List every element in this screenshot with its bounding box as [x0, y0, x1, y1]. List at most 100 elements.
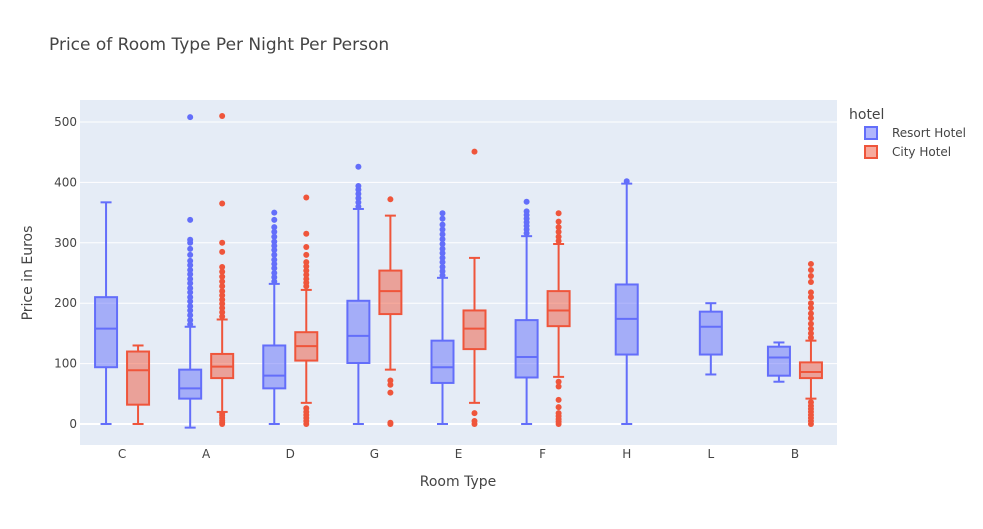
outlier-point	[187, 298, 194, 305]
legend-title: hotel	[849, 107, 884, 123]
outlier-point	[271, 256, 278, 263]
outlier-point	[271, 238, 278, 245]
outlier-point	[439, 221, 446, 228]
plot-area	[80, 100, 837, 445]
x-tick-label-L: L	[707, 447, 714, 461]
outlier-point	[219, 309, 226, 316]
outlier-point	[219, 273, 226, 280]
outlier-point	[807, 260, 814, 267]
legend-swatch	[864, 126, 878, 140]
outlier-point	[355, 203, 362, 210]
outlier-point	[555, 224, 562, 231]
outlier-point	[387, 377, 394, 384]
outlier-point	[303, 267, 310, 274]
outlier-point	[271, 260, 278, 267]
outlier-point	[187, 312, 194, 319]
outlier-point	[355, 195, 362, 202]
outlier-point	[187, 216, 194, 223]
outlier-point	[387, 389, 394, 396]
outlier-point	[303, 259, 310, 266]
outlier-point	[219, 300, 226, 307]
outlier-point	[807, 320, 814, 327]
iqr-box	[126, 350, 151, 406]
iqr-box	[178, 368, 203, 400]
outlier-point	[555, 383, 562, 390]
outlier-point	[807, 325, 814, 332]
box-city-hotel-C	[126, 344, 151, 425]
iqr-box	[798, 361, 823, 380]
outlier-point	[471, 410, 478, 417]
y-tick-label: 300	[54, 236, 77, 250]
outlier-point	[271, 251, 278, 258]
outlier-point	[555, 396, 562, 403]
box-resort-hotel-D	[262, 282, 287, 425]
outlier-point	[355, 190, 362, 197]
boxes	[94, 182, 823, 429]
y-axis-ticks: 0 100 200 300 400 500	[54, 115, 77, 431]
outlier-point	[271, 233, 278, 240]
outlier-point	[555, 210, 562, 217]
box-resort-hotel-A	[178, 325, 203, 429]
outlier-point	[555, 410, 562, 417]
outlier-point	[807, 273, 814, 280]
outlier-point	[219, 268, 226, 275]
outlier-point	[623, 178, 630, 185]
iqr-box	[698, 310, 723, 356]
y-axis-label: Price in Euros	[20, 226, 36, 321]
y-tick-label: 100	[54, 357, 77, 371]
box-city-hotel-G	[378, 214, 403, 371]
box-resort-hotel-E	[430, 276, 455, 425]
outlier-point	[355, 163, 362, 170]
outlier-point	[807, 310, 814, 317]
outlier-point	[387, 196, 394, 203]
box-city-hotel-B	[798, 339, 823, 400]
outlier-point	[471, 417, 478, 424]
outlier-point	[187, 245, 194, 252]
iqr-box	[346, 299, 371, 364]
outlier-point	[439, 210, 446, 217]
outlier-point	[807, 289, 814, 296]
outlier-point	[555, 228, 562, 235]
y-tick-label: 500	[54, 115, 77, 129]
outlier-point	[271, 209, 278, 216]
iqr-box	[766, 345, 791, 377]
outlier-point	[303, 405, 310, 412]
outlier-point	[187, 236, 194, 243]
x-tick-label-G: G	[370, 447, 379, 461]
outlier-point	[219, 288, 226, 295]
box-city-hotel-F	[546, 243, 571, 378]
y-tick-label: 200	[54, 296, 77, 310]
box-resort-hotel-F	[514, 235, 539, 425]
x-tick-label-H: H	[622, 447, 631, 461]
outlier-point	[807, 305, 814, 312]
outlier-point	[187, 257, 194, 264]
outlier-point	[187, 276, 194, 283]
x-tick-label-F: F	[539, 447, 546, 461]
box-resort-hotel-C	[94, 201, 119, 425]
outlier-point	[439, 231, 446, 238]
iqr-box	[430, 339, 455, 384]
outlier-point	[439, 245, 446, 252]
outlier-point	[187, 307, 194, 314]
x-tick-label-A: A	[202, 447, 211, 461]
outlier-point	[439, 263, 446, 270]
box-resort-hotel-L	[698, 302, 723, 376]
legend-item-city-hotel[interactable]: City Hotel	[864, 145, 951, 159]
x-tick-label-B: B	[791, 447, 799, 461]
outlier-point	[807, 279, 814, 286]
box-resort-hotel-B	[766, 341, 791, 383]
legend-item-resort-hotel[interactable]: Resort Hotel	[864, 126, 966, 140]
chart-title: Price of Room Type Per Night Per Person	[49, 35, 389, 55]
iqr-box	[462, 309, 487, 351]
outlier-point	[219, 296, 226, 303]
outlier-point	[219, 305, 226, 312]
outlier-point	[439, 254, 446, 261]
outlier-point	[187, 303, 194, 310]
x-axis-label: Room Type	[420, 474, 496, 490]
iqr-box	[546, 290, 571, 328]
iqr-box	[262, 344, 287, 390]
outlier-point	[387, 381, 394, 388]
outlier-point	[807, 266, 814, 273]
outlier-point	[439, 241, 446, 248]
box-city-hotel-A	[210, 318, 235, 413]
